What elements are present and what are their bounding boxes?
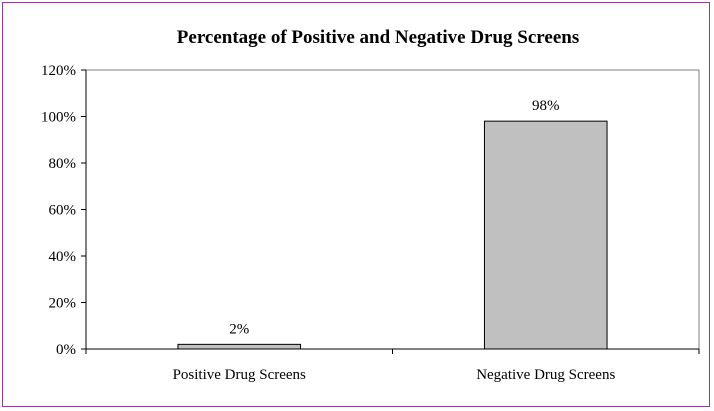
x-category-label: Positive Drug Screens xyxy=(173,367,306,383)
data-label: 98% xyxy=(532,98,560,114)
x-category-label: Negative Drug Screens xyxy=(476,367,615,383)
y-tick-label: 120% xyxy=(41,63,76,79)
y-tick-label: 60% xyxy=(49,203,77,219)
y-tick-label: 40% xyxy=(49,249,77,265)
labels-group: 0% 20% 40% 60% 80% 100% 120% 2% Positive Drug Sc… xyxy=(41,63,615,383)
y-tick-label: 0% xyxy=(56,342,76,358)
chart-canvas: Percentage of Positive and Negative Drug… xyxy=(41,27,700,383)
bars-group xyxy=(177,120,608,350)
y-tick-label: 100% xyxy=(41,110,76,126)
bar-negative xyxy=(483,120,608,350)
chart-frame: Percentage of Positive and Negative Drug… xyxy=(2,2,710,407)
chart-title: Percentage of Positive and Negative Drug… xyxy=(177,27,579,48)
y-tick-label: 80% xyxy=(49,156,77,172)
bar-positive xyxy=(177,343,302,350)
y-tick-label: 20% xyxy=(49,296,77,312)
data-label: 2% xyxy=(229,321,249,337)
